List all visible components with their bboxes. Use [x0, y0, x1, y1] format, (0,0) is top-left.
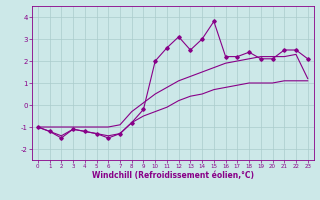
- X-axis label: Windchill (Refroidissement éolien,°C): Windchill (Refroidissement éolien,°C): [92, 171, 254, 180]
